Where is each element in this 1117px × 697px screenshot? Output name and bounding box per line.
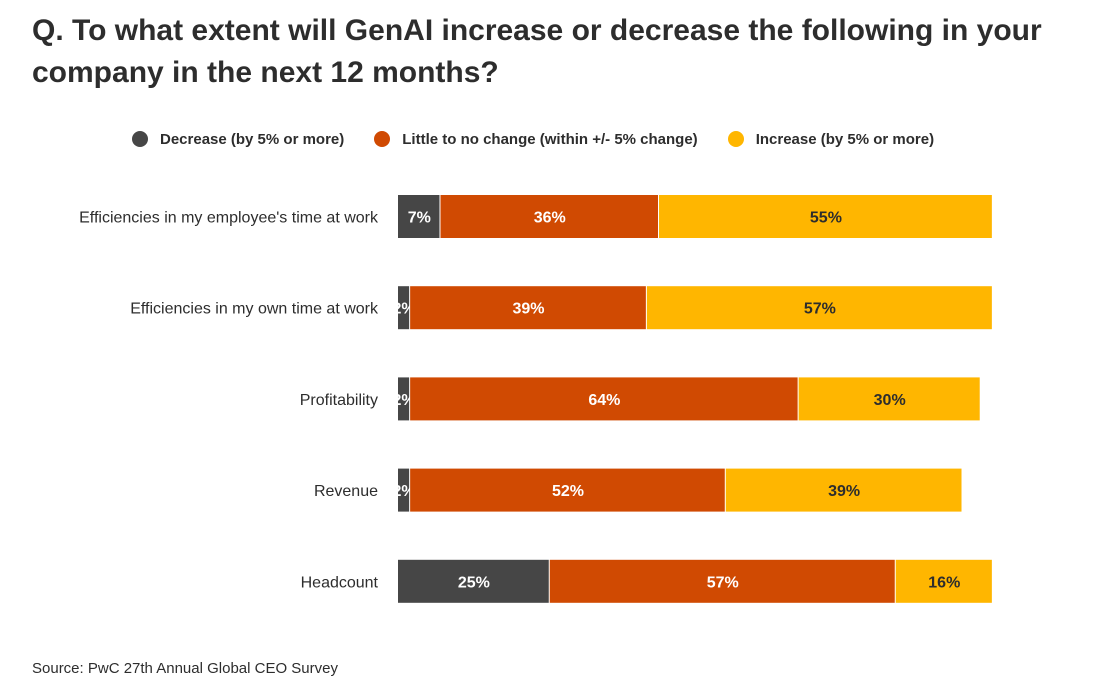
data-label-revenue-decrease: 2% xyxy=(393,483,416,500)
bar-headcount-increase xyxy=(895,559,992,603)
chart-legend: Decrease (by 5% or more) Little to no ch… xyxy=(132,128,934,150)
data-label-headcount-decrease: 25% xyxy=(458,574,490,591)
legend-item-decrease: Decrease (by 5% or more) xyxy=(132,131,344,148)
data-label-revenue-no-change: 52% xyxy=(552,483,584,500)
category-label-headcount: Headcount xyxy=(301,574,379,591)
data-label-headcount-increase: 16% xyxy=(928,574,960,591)
legend-item-no-change: Little to no change (within +/- 5% chang… xyxy=(374,130,698,148)
legend-swatch-increase xyxy=(727,131,744,147)
data-label-efficiencies-in-my-own-time-at-work-increase: 57% xyxy=(804,301,836,318)
legend-swatch-decrease xyxy=(132,131,148,147)
legend-swatch-no-change xyxy=(374,131,391,147)
bar-profitability-decrease xyxy=(398,377,410,421)
category-label-profitability: Profitability xyxy=(300,392,378,409)
chart-title: Q. To what extent will GenAI increase or… xyxy=(32,14,1042,89)
bar-headcount-decrease xyxy=(398,559,549,603)
bar-efficiencies-in-my-employee-s-time-at-work-increase xyxy=(659,195,992,238)
legend-label-decrease: Decrease (by 5% or more) xyxy=(160,130,345,148)
data-label-headcount-no-change: 57% xyxy=(707,574,739,591)
data-label-efficiencies-in-my-own-time-at-work-decrease: 2% xyxy=(393,301,416,318)
data-label-profitability-increase: 30% xyxy=(874,392,906,409)
legend-label-no-change: Little to no change (within +/- 5% chang… xyxy=(402,130,698,148)
category-label-revenue: Revenue xyxy=(314,483,378,500)
bar-efficiencies-in-my-own-time-at-work-increase xyxy=(646,286,992,330)
bar-profitability-no-change xyxy=(410,377,798,421)
category-label-efficiencies-in-my-employee-s-time-at-work: Efficiencies in my employee's time at wo… xyxy=(79,210,379,227)
bar-profitability-increase xyxy=(798,377,980,421)
legend-label-increase: Increase (by 5% or more) xyxy=(755,130,935,148)
bar-efficiencies-in-my-own-time-at-work-no-change xyxy=(410,286,646,330)
bar-revenue-increase xyxy=(725,468,962,512)
bar-efficiencies-in-my-own-time-at-work-decrease xyxy=(398,286,410,330)
bar-efficiencies-in-my-employee-s-time-at-work-decrease xyxy=(398,195,440,238)
bar-headcount-no-change xyxy=(549,559,895,603)
legend-item-increase: Increase (by 5% or more) xyxy=(727,130,935,148)
data-label-profitability-decrease: 2% xyxy=(393,392,416,409)
data-label-revenue-increase: 39% xyxy=(828,483,860,500)
source-note: Source: PwC 27th Annual Global CEO Surve… xyxy=(32,660,338,677)
bar-revenue-no-change xyxy=(410,468,725,512)
bar-revenue-decrease xyxy=(398,468,410,512)
data-label-profitability-no-change: 64% xyxy=(588,392,620,409)
data-label-efficiencies-in-my-own-time-at-work-no-change: 39% xyxy=(512,301,544,318)
data-label-efficiencies-in-my-employee-s-time-at-work-decrease: 7% xyxy=(408,210,431,227)
category-label-efficiencies-in-my-own-time-at-work: Efficiencies in my own time at work xyxy=(130,301,379,318)
bar-efficiencies-in-my-employee-s-time-at-work-no-change xyxy=(440,195,659,238)
data-label-efficiencies-in-my-employee-s-time-at-work-increase: 55% xyxy=(810,210,842,227)
data-label-efficiencies-in-my-employee-s-time-at-work-no-change: 36% xyxy=(534,210,566,227)
